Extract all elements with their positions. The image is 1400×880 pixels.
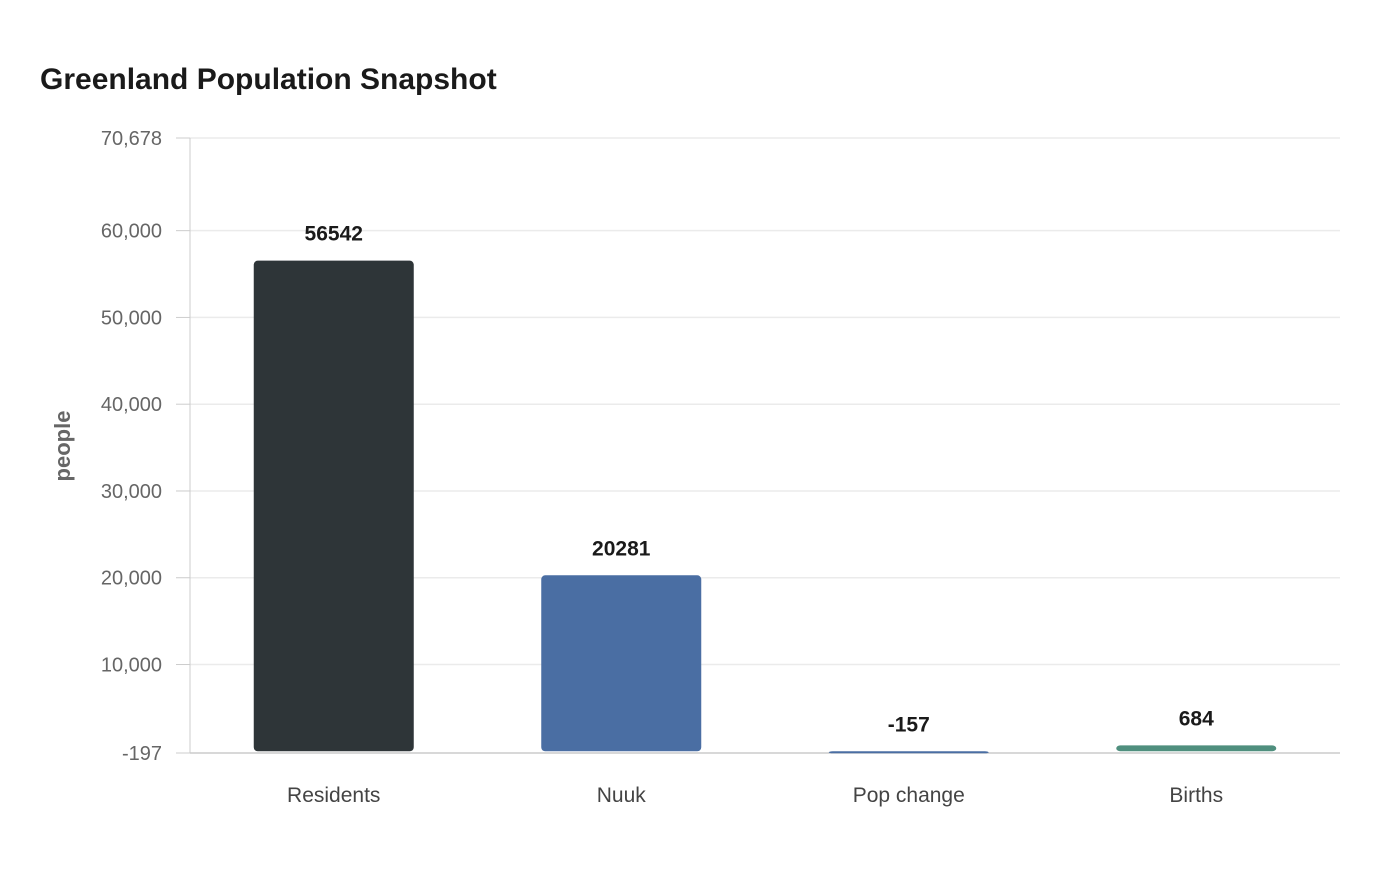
bar-residents [253, 260, 414, 752]
bar-births [1116, 745, 1277, 752]
category-labels: Residents Nuuk Pop change Births [287, 784, 1223, 807]
bars [253, 260, 1277, 754]
value-label: -157 [888, 713, 930, 736]
value-label: 20281 [592, 537, 651, 560]
category-label: Pop change [853, 784, 965, 807]
y-tick-label: 30,000 [101, 481, 162, 503]
y-tick-label: 40,000 [101, 394, 162, 416]
y-tick-labels: -197 10,000 20,000 30,000 40,000 50,000 60,000… [101, 128, 190, 765]
category-label: Nuuk [597, 784, 647, 807]
category-label: Residents [287, 784, 380, 807]
bar-nuuk [541, 575, 702, 752]
y-tick-label: 20,000 [101, 568, 162, 590]
axes [189, 138, 1340, 754]
y-tick-label: -197 [122, 743, 162, 765]
category-label: Births [1169, 784, 1223, 807]
y-tick-label: 60,000 [101, 221, 162, 243]
y-tick-label: 50,000 [101, 307, 162, 329]
value-label: 56542 [305, 223, 363, 246]
y-axis-title: people [50, 411, 75, 482]
y-tick-label: 70,678 [101, 128, 162, 150]
chart-title: Greenland Population Snapshot [40, 63, 497, 96]
value-labels: 56542 20281 -157 684 [305, 223, 1215, 737]
y-tick-label: 10,000 [101, 655, 162, 677]
value-label: 684 [1179, 707, 1214, 730]
bar-pop-change [828, 751, 989, 754]
